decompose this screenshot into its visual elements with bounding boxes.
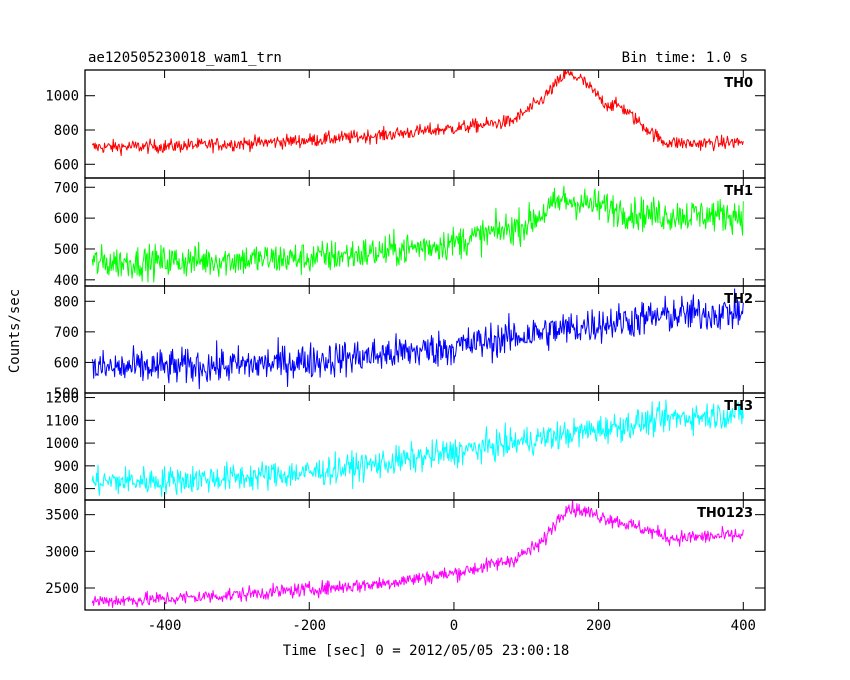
y-tick-label: 800 xyxy=(54,482,79,498)
x-tick-label: 0 xyxy=(450,618,458,634)
y-tick-label: 1200 xyxy=(45,391,79,407)
y-tick-label: 400 xyxy=(54,273,79,289)
chart-title: ae120505230018_wam1_trn xyxy=(88,50,282,66)
panel-th2: 500 600 700 800 TH2 xyxy=(54,285,766,402)
panel-th0: 600 800 1000 TH0 xyxy=(45,69,766,179)
y-tick-label: 1100 xyxy=(45,413,79,429)
y-tick-label: 2500 xyxy=(45,581,79,597)
panels-group: 600 800 1000 TH0 400 500 600 700 TH1 500 600 700 800… xyxy=(45,69,766,634)
panel-th0123: 2500 3000 3500 TH0123 xyxy=(45,499,766,611)
x-tick-label: 400 xyxy=(731,618,756,634)
panel-frame xyxy=(84,499,766,611)
y-tick-label: 800 xyxy=(54,123,79,139)
bin-time-label: Bin time: 1.0 s xyxy=(622,50,748,66)
x-tick-label: -200 xyxy=(292,618,326,634)
series-line-th2 xyxy=(91,288,744,390)
y-tick-label: 3000 xyxy=(45,544,79,560)
panel-frame xyxy=(84,392,766,501)
panel-label: TH0 xyxy=(724,76,753,91)
y-tick-label: 600 xyxy=(54,157,79,173)
series-line-th0123 xyxy=(91,500,744,609)
y-tick-label: 1000 xyxy=(45,436,79,452)
y-tick-label: 600 xyxy=(54,355,79,371)
panel-label: TH2 xyxy=(724,292,753,307)
y-tick-label: 600 xyxy=(54,211,79,227)
panel-label: TH0123 xyxy=(697,506,753,521)
x-tick-label: -400 xyxy=(148,618,182,634)
y-tick-label: 3500 xyxy=(45,508,79,524)
series-line-th1 xyxy=(91,185,744,283)
x-axis-label: Time [sec] 0 = 2012/05/05 23:00:18 xyxy=(283,643,570,659)
y-tick-label: 500 xyxy=(54,242,79,258)
y-tick-label: 700 xyxy=(54,325,79,341)
series-line-th3 xyxy=(91,399,744,497)
panel-label: TH1 xyxy=(724,184,753,199)
x-tick-label: 200 xyxy=(586,618,611,634)
panel-label: TH3 xyxy=(724,399,753,414)
panel-th3: 800 900 1000 1100 1200 TH3 xyxy=(45,391,766,501)
y-tick-label: 1000 xyxy=(45,89,79,105)
panel-th1: 400 500 600 700 TH1 xyxy=(54,177,766,289)
y-tick-label: 500 xyxy=(54,386,79,402)
y-tick-label: 700 xyxy=(54,180,79,196)
y-tick-label: 900 xyxy=(54,459,79,475)
panel-frame xyxy=(84,69,766,179)
y-axis-label: Counts/sec xyxy=(7,289,23,373)
y-tick-label: 800 xyxy=(54,294,79,310)
series-line-th0 xyxy=(91,70,744,157)
